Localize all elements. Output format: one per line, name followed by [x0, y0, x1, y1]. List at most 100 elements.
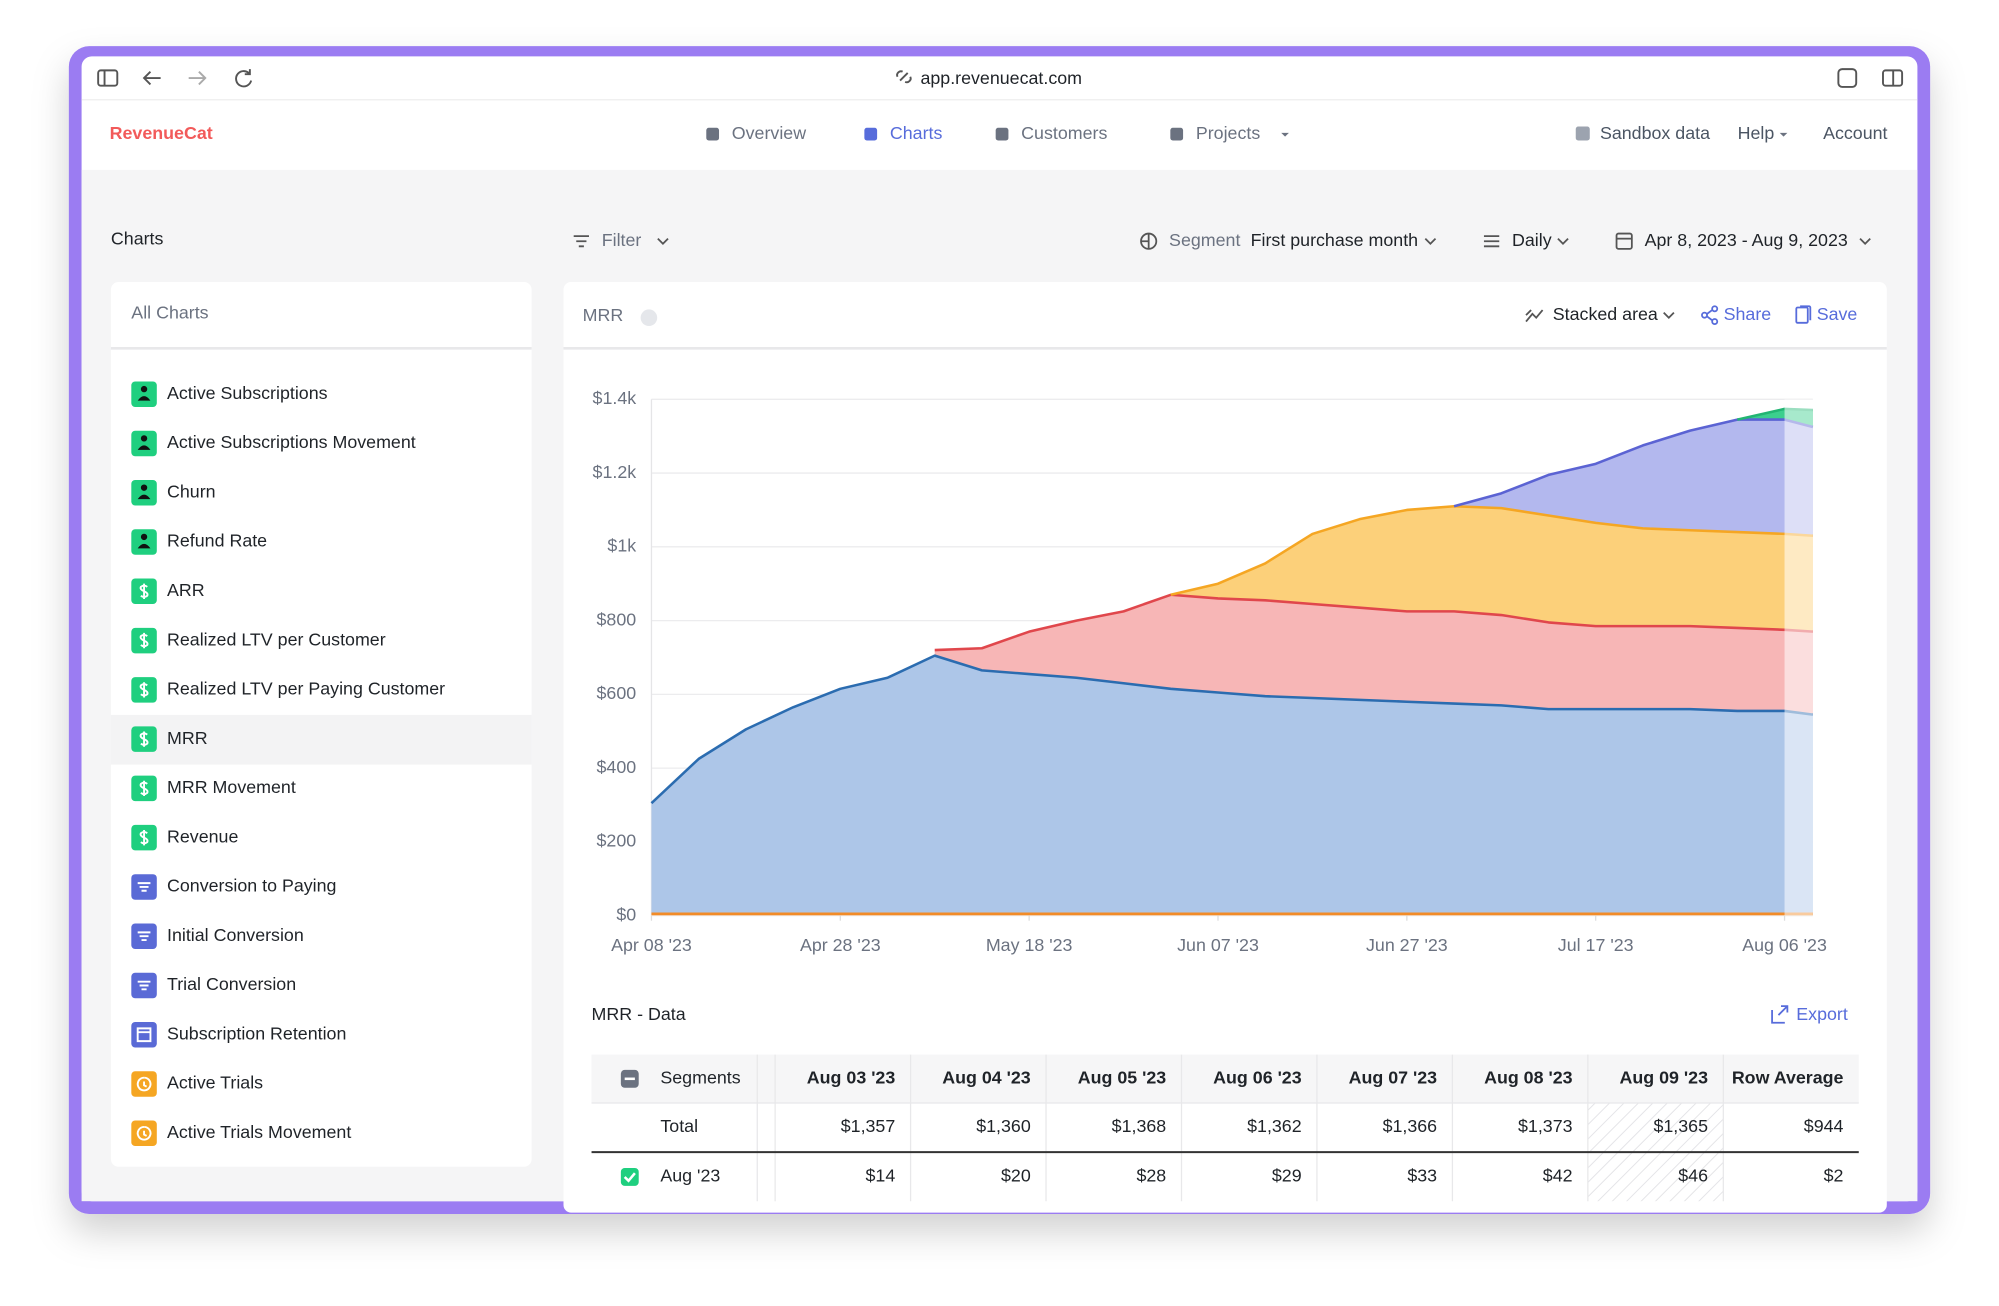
x-tick-label: Aug 06 '23	[1742, 935, 1827, 955]
header-row	[591, 1054, 1859, 1104]
check	[623, 1172, 636, 1183]
export-icon	[1771, 1005, 1789, 1024]
chart-list: Active Subscriptions Active Subscriptions…	[110, 381, 532, 1147]
icon-glyph	[139, 780, 149, 797]
cell: $14	[866, 1166, 896, 1186]
x-tick-label: Apr 28 '23	[800, 935, 881, 955]
y-tick-label: $200	[596, 831, 636, 851]
chart-icon	[131, 430, 157, 457]
icon-glyph	[139, 583, 149, 599]
chart-list-item[interactable]: Trial Conversion	[167, 974, 296, 994]
x-tick-label: Jun 27 '23	[1366, 935, 1448, 955]
chart-list-item[interactable]: Active Trials Movement	[167, 1122, 351, 1142]
chart-list-item[interactable]: MRR	[167, 728, 208, 748]
nav-right[interactable]: Account	[1823, 123, 1887, 143]
logo[interactable]: RevenueCat	[110, 123, 213, 143]
chart-icon	[131, 479, 157, 506]
y-tick-label: $0	[616, 904, 636, 924]
row-checkbox[interactable]	[620, 1168, 639, 1186]
cell: $1,368	[1112, 1116, 1167, 1136]
save-button[interactable]: Save	[1817, 304, 1858, 324]
icon-glyph	[137, 385, 151, 401]
url[interactable]: app.revenuecat.com	[920, 68, 1082, 88]
x-tick-label: May 18 '23	[986, 935, 1073, 955]
x-tick-label: Apr 08 '23	[611, 935, 692, 955]
icon-glyph	[137, 882, 151, 892]
series-line	[1170, 504, 1813, 597]
chart-type-select[interactable]: Stacked area	[1553, 304, 1658, 324]
x-tick-label: Jul 17 '23	[1558, 935, 1634, 955]
chart-list-item[interactable]: Active Subscriptions	[167, 383, 328, 403]
nav-icon	[995, 127, 1009, 141]
cell: $944	[1804, 1116, 1844, 1136]
y-tick-label: $600	[596, 683, 636, 703]
cell: $1,360	[976, 1116, 1031, 1136]
cell: $28	[1136, 1166, 1166, 1186]
share-button[interactable]: Share	[1724, 304, 1772, 324]
chart-icon	[131, 381, 157, 407]
chart-list-item[interactable]: Active Trials	[167, 1073, 263, 1093]
nav-link[interactable]: Charts	[890, 123, 943, 143]
chart-list-item[interactable]: Refund Rate	[167, 531, 267, 551]
column-header: Segments	[660, 1068, 740, 1088]
row-label: Total	[660, 1116, 698, 1136]
browser-controls	[97, 68, 1904, 88]
y-tick-label: $400	[596, 757, 636, 777]
chart-icon	[131, 1022, 157, 1048]
export-button[interactable]: Export	[1796, 1004, 1848, 1024]
area	[1454, 419, 1813, 536]
series-line	[1453, 418, 1814, 508]
cell: $46	[1678, 1166, 1708, 1186]
cell: $1,373	[1518, 1116, 1573, 1136]
nav-link[interactable]: Customers	[1021, 123, 1107, 143]
sidebar-title: All Charts	[131, 303, 208, 323]
filter-button[interactable]: Filter	[602, 230, 642, 250]
column-header: Aug 04 '23	[942, 1068, 1031, 1088]
date-range[interactable]: Apr 8, 2023 - Aug 9, 2023	[1645, 230, 1848, 250]
icon-glyph	[137, 533, 151, 549]
chart-icon	[131, 529, 157, 555]
icon-glyph	[136, 1125, 152, 1141]
chart-list-item[interactable]: Churn	[167, 481, 216, 501]
chart-list-item[interactable]: ARR	[167, 580, 205, 600]
info-icon[interactable]	[640, 309, 658, 326]
segment-select[interactable]: First purchase month	[1251, 230, 1418, 250]
column-header: Aug 03 '23	[807, 1068, 896, 1088]
chart-list-item[interactable]: Conversion to Paying	[167, 876, 336, 896]
sandbox-toggle[interactable]	[1575, 126, 1590, 141]
chart-list-item[interactable]: MRR Movement	[167, 777, 296, 797]
header-icons	[1525, 305, 1812, 325]
table-title: MRR - Data	[592, 1004, 686, 1024]
nav-link[interactable]: Overview	[732, 123, 806, 143]
incomplete-period	[1784, 399, 1813, 916]
icon-glyph	[139, 632, 149, 649]
area	[934, 594, 1813, 715]
chart-list-item[interactable]: Revenue	[167, 826, 238, 846]
selected-row	[110, 714, 532, 765]
nav-link[interactable]: Projects	[1196, 123, 1260, 143]
column-header: Aug 05 '23	[1078, 1068, 1167, 1088]
data-table: Segments Aug 03 '23 Aug 04 '23 Aug 05 '23 Au…	[591, 1054, 1859, 1202]
cell: $29	[1272, 1166, 1302, 1186]
area	[651, 655, 1813, 914]
nav-right[interactable]: Help	[1738, 123, 1775, 143]
chart-list-item[interactable]: Realized LTV per Customer	[167, 629, 386, 649]
icon-glyph	[137, 980, 151, 991]
caret	[1779, 132, 1788, 137]
resolution-select[interactable]: Daily	[1512, 230, 1552, 250]
row-label: Aug '23	[660, 1166, 720, 1186]
mrr-chart: $0 $200 $400 $600 $800 $1k $1.2k $1.4k Apr 08 '2…	[593, 388, 1827, 955]
cell: $1,365	[1653, 1116, 1708, 1136]
nav-icon	[1170, 127, 1184, 141]
y-tick-label: $1.4k	[593, 388, 637, 408]
column-header: Aug 06 '23	[1213, 1068, 1302, 1088]
chart-list-item[interactable]: Subscription Retention	[167, 1023, 346, 1043]
cell: $33	[1407, 1166, 1437, 1186]
nav-right[interactable]: Sandbox data	[1600, 123, 1710, 143]
chart-list-item[interactable]: Initial Conversion	[167, 925, 304, 945]
icon-glyph	[137, 931, 151, 941]
chart-list-item[interactable]: Active Subscriptions Movement	[167, 432, 416, 452]
icon-glyph	[136, 1076, 152, 1092]
chart-list-item[interactable]: Realized LTV per Paying Customer	[167, 679, 445, 699]
